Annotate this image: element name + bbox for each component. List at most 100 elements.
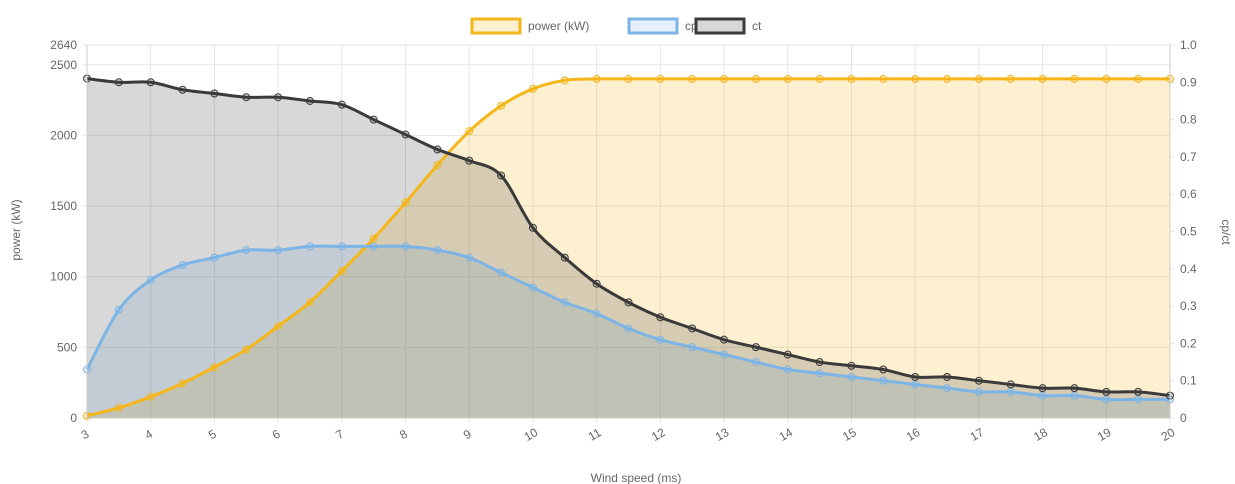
data-point-power[interactable]	[720, 74, 729, 83]
legend-item-cp[interactable]: cp	[627, 17, 698, 35]
data-point-power[interactable]	[911, 74, 920, 83]
data-point-ct[interactable]	[178, 85, 187, 94]
data-point-cp[interactable]	[720, 350, 729, 359]
data-point-cp[interactable]	[369, 242, 378, 251]
data-point-power[interactable]	[401, 198, 410, 207]
data-point-cp[interactable]	[847, 372, 856, 381]
data-point-cp[interactable]	[1102, 395, 1111, 404]
legend[interactable]: power (kW) cp ct	[470, 17, 762, 35]
data-point-ct[interactable]	[369, 115, 378, 124]
data-point-cp[interactable]	[210, 253, 219, 262]
data-point-cp[interactable]	[783, 365, 792, 374]
data-point-ct[interactable]	[624, 298, 633, 307]
data-point-power[interactable]	[560, 76, 569, 85]
data-point-cp[interactable]	[592, 309, 601, 318]
data-point-power[interactable]	[210, 363, 219, 372]
data-point-cp[interactable]	[433, 246, 442, 255]
data-point-ct[interactable]	[528, 223, 537, 232]
data-point-cp[interactable]	[465, 253, 474, 262]
data-point-cp[interactable]	[974, 387, 983, 396]
data-point-power[interactable]	[146, 392, 155, 401]
data-point-power[interactable]	[1102, 74, 1111, 83]
data-point-power[interactable]	[274, 322, 283, 331]
data-point-cp[interactable]	[751, 358, 760, 367]
data-point-cp[interactable]	[178, 261, 187, 270]
data-point-cp[interactable]	[624, 324, 633, 333]
data-point-ct[interactable]	[242, 93, 251, 102]
data-point-ct[interactable]	[1102, 387, 1111, 396]
data-point-ct[interactable]	[879, 365, 888, 374]
data-point-cp[interactable]	[815, 369, 824, 378]
data-point-ct[interactable]	[656, 313, 665, 322]
data-point-ct[interactable]	[943, 372, 952, 381]
data-point-cp[interactable]	[943, 384, 952, 393]
data-point-ct[interactable]	[1134, 387, 1143, 396]
data-point-ct[interactable]	[720, 335, 729, 344]
data-point-cp[interactable]	[305, 242, 314, 251]
legend-item-power[interactable]: power (kW)	[470, 17, 589, 35]
data-point-power[interactable]	[178, 379, 187, 388]
data-point-ct[interactable]	[1038, 384, 1047, 393]
data-point-ct[interactable]	[592, 279, 601, 288]
data-point-ct[interactable]	[1070, 384, 1079, 393]
data-point-cp[interactable]	[560, 298, 569, 307]
data-point-power[interactable]	[433, 161, 442, 170]
data-point-cp[interactable]	[1070, 391, 1079, 400]
data-point-power[interactable]	[528, 84, 537, 93]
data-point-cp[interactable]	[688, 343, 697, 352]
data-point-cp[interactable]	[879, 376, 888, 385]
data-point-power[interactable]	[242, 345, 251, 354]
data-point-power[interactable]	[1006, 74, 1015, 83]
data-point-cp[interactable]	[1134, 395, 1143, 404]
data-point-power[interactable]	[465, 127, 474, 136]
data-point-power[interactable]	[305, 298, 314, 307]
data-point-ct[interactable]	[497, 171, 506, 180]
data-point-ct[interactable]	[305, 96, 314, 105]
data-point-cp[interactable]	[497, 268, 506, 277]
data-point-ct[interactable]	[465, 156, 474, 165]
data-point-ct[interactable]	[337, 100, 346, 109]
data-point-ct[interactable]	[751, 343, 760, 352]
data-point-ct[interactable]	[911, 372, 920, 381]
data-point-power[interactable]	[1038, 74, 1047, 83]
data-point-power[interactable]	[974, 74, 983, 83]
data-point-cp[interactable]	[1038, 391, 1047, 400]
data-point-cp[interactable]	[656, 335, 665, 344]
data-point-power[interactable]	[337, 267, 346, 276]
data-point-cp[interactable]	[528, 283, 537, 292]
data-point-ct[interactable]	[560, 253, 569, 262]
data-point-ct[interactable]	[1006, 380, 1015, 389]
data-point-power[interactable]	[369, 234, 378, 243]
data-point-power[interactable]	[114, 403, 123, 412]
data-point-power[interactable]	[815, 74, 824, 83]
data-point-cp[interactable]	[337, 242, 346, 251]
data-point-ct[interactable]	[815, 358, 824, 367]
data-point-ct[interactable]	[783, 350, 792, 359]
data-point-cp[interactable]	[114, 305, 123, 314]
data-point-cp[interactable]	[1006, 387, 1015, 396]
data-point-ct[interactable]	[210, 89, 219, 98]
data-point-ct[interactable]	[401, 130, 410, 139]
data-point-ct[interactable]	[433, 145, 442, 154]
data-point-power[interactable]	[1134, 74, 1143, 83]
data-point-ct[interactable]	[847, 361, 856, 370]
data-point-ct[interactable]	[146, 78, 155, 87]
data-point-ct[interactable]	[274, 93, 283, 102]
data-point-power[interactable]	[847, 74, 856, 83]
data-point-power[interactable]	[783, 74, 792, 83]
data-point-cp[interactable]	[146, 275, 155, 284]
data-point-cp[interactable]	[242, 246, 251, 255]
data-point-power[interactable]	[688, 74, 697, 83]
data-point-ct[interactable]	[114, 78, 123, 87]
data-point-power[interactable]	[1070, 74, 1079, 83]
data-point-power[interactable]	[592, 74, 601, 83]
data-point-power[interactable]	[656, 74, 665, 83]
data-point-cp[interactable]	[911, 380, 920, 389]
data-point-power[interactable]	[497, 101, 506, 110]
legend-item-ct[interactable]: ct	[694, 17, 762, 35]
data-point-ct[interactable]	[974, 376, 983, 385]
data-point-cp[interactable]	[274, 246, 283, 255]
data-point-ct[interactable]	[688, 324, 697, 333]
data-point-power[interactable]	[751, 74, 760, 83]
data-point-power[interactable]	[879, 74, 888, 83]
